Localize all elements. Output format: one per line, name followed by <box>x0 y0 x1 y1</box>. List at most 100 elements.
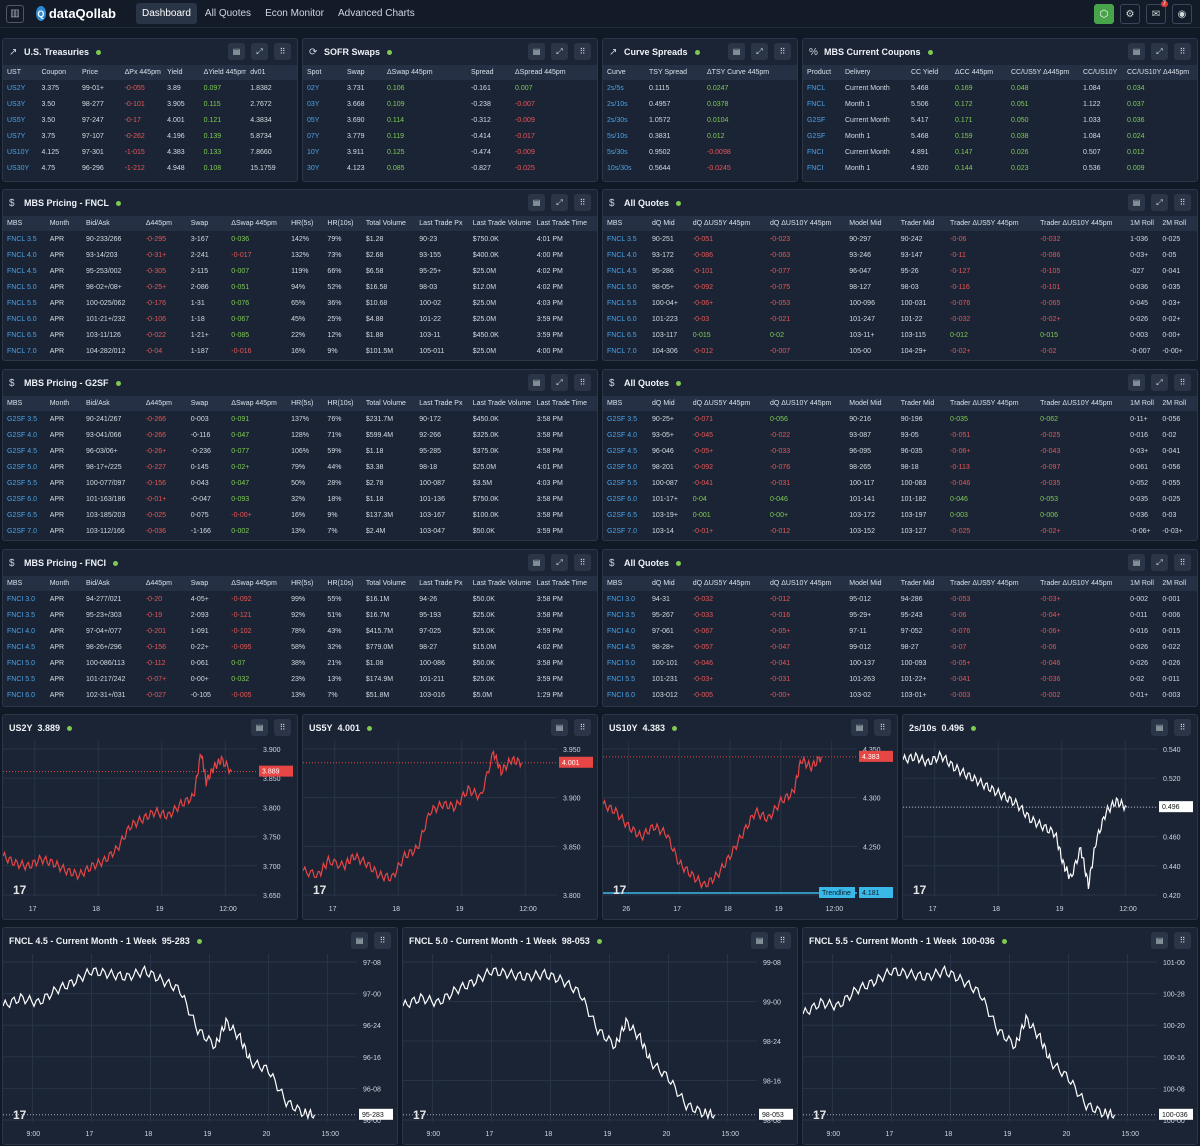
column-header[interactable]: Swap <box>186 216 228 231</box>
expand-icon[interactable]: ⤢ <box>751 43 768 60</box>
table-row[interactable]: FNCI 3.0 94-31 -0-032 -0-012 95-012 94-286 -0-… <box>603 591 1197 607</box>
table-row[interactable]: 30Y 4.123 0.085 -0.827 -0.025 <box>303 160 597 176</box>
table-row[interactable]: G2SF 5.0 APR 98-17+/225 -0-227 0-145 0-02+ 79%… <box>3 459 597 475</box>
column-header[interactable]: MBS <box>603 216 649 231</box>
column-header[interactable]: dQ ΔUS10Y 445pm <box>765 216 846 231</box>
tradingview-logo-icon[interactable]: 17 <box>313 883 327 897</box>
table-icon[interactable]: ▤ <box>1128 554 1145 571</box>
table-icon[interactable]: ▤ <box>551 719 568 736</box>
column-header[interactable]: dQ ΔUS10Y 445pm <box>765 396 846 411</box>
table-row[interactable]: US3Y 3.50 98-277 -0-101 3.905 0.115 2.7672 <box>3 96 297 112</box>
table-row[interactable]: 5s/30s 0.9502 -0.0098 <box>603 144 797 160</box>
column-header[interactable]: Product <box>803 65 841 80</box>
column-header[interactable]: ΔSpread 445pm <box>511 65 597 80</box>
table-row[interactable]: FNCI 5.5 APR 101-217/242 -0-07+ 0-00+ 0-032 23… <box>3 671 597 687</box>
table-icon[interactable]: ▤ <box>1128 374 1145 391</box>
column-header[interactable]: HR(5s) <box>287 396 324 411</box>
table-row[interactable]: FNCL Current Month 5.468 0.169 0.048 1.084 0.0… <box>803 80 1197 96</box>
drag-handle-icon[interactable]: ⠿ <box>874 719 891 736</box>
table-row[interactable]: G2SF 4.5 APR 96-03/06+ -0-26+ -0-236 0-077 106… <box>3 443 597 459</box>
column-header[interactable]: Spot <box>303 65 343 80</box>
table-row[interactable]: FNCL 7.0 APR 104-282/012 -0-04 1-187 -0-016 16… <box>3 343 597 359</box>
table-row[interactable]: 2s/30s 1.0572 0.0104 <box>603 112 797 128</box>
table-row[interactable]: FNCI 3.5 95-267 -0-033 -0-016 95-29+ 95-243 -0… <box>603 607 1197 623</box>
table-icon[interactable]: ▤ <box>1128 194 1145 211</box>
column-header[interactable]: Month <box>45 216 83 231</box>
column-header[interactable]: ΔYield 445pm <box>199 65 247 80</box>
notifications-icon[interactable]: ✉ 7 <box>1146 1 1168 24</box>
table-row[interactable]: G2SF 4.0 APR 93-041/066 -0-266 -0-116 0-047 12… <box>3 427 597 443</box>
column-header[interactable]: ΔSwap 445pm <box>227 216 288 231</box>
table-row[interactable]: FNCL 5.5 100-04+ -0-06+ -0-053 100-096 100-03… <box>603 295 1197 311</box>
drag-handle-icon[interactable]: ⠿ <box>574 194 591 211</box>
table-row[interactable]: FNCI 4.5 98-28+ -0-057 -0-047 99-012 98-27 -0-… <box>603 639 1197 655</box>
expand-icon[interactable]: ⤢ <box>251 43 268 60</box>
price-chart[interactable]: 99-08 99-00 98-24 98-16 98-08 9:00 17 18 19 20 15:… <box>403 954 797 1144</box>
drag-handle-icon[interactable]: ⠿ <box>1174 374 1191 391</box>
table-row[interactable]: G2SF 4.0 93-05+ -0-045 -0-022 93-087 93-05 -0-… <box>603 427 1197 443</box>
table-row[interactable]: FNCL 6.5 APR 103-11/126 -0-022 1-21+ 0-085 22%… <box>3 327 597 343</box>
column-header[interactable]: Swap <box>186 396 228 411</box>
expand-icon[interactable]: ⤢ <box>1151 374 1168 391</box>
table-row[interactable]: FNCL 6.0 101-223 -0-03 -0-021 101-247 101-22 -… <box>603 311 1197 327</box>
table-icon[interactable]: ▤ <box>251 719 268 736</box>
expand-icon[interactable]: ⤢ <box>551 374 568 391</box>
expand-icon[interactable]: ⤢ <box>1151 554 1168 571</box>
table-icon[interactable]: ▤ <box>851 719 868 736</box>
tradingview-logo-icon[interactable]: 17 <box>613 883 627 897</box>
column-header[interactable]: CC/US10Y <box>1079 65 1123 80</box>
table-row[interactable]: FNCL 4.0 APR 93-14/203 -0-31+ 2-241 -0-017 132… <box>3 247 597 263</box>
table-row[interactable]: G2SF 5.5 APR 100-077/097 -0-156 0-043 0-047 50… <box>3 475 597 491</box>
column-header[interactable]: TSY Spread <box>645 65 703 80</box>
table-row[interactable]: G2SF 5.5 100-087 -0-041 -0-031 100-117 100-08… <box>603 475 1197 491</box>
table-icon[interactable]: ▤ <box>728 43 745 60</box>
table-row[interactable]: G2SF 6.5 103-19+ 0-001 0-00+ 103-172 103-197 0… <box>603 507 1197 523</box>
column-header[interactable]: ΔCC 445pm <box>951 65 1007 80</box>
drag-handle-icon[interactable]: ⠿ <box>1174 194 1191 211</box>
drag-handle-icon[interactable]: ⠿ <box>274 719 291 736</box>
account-icon[interactable]: ◉ <box>1172 4 1192 24</box>
price-chart[interactable]: 0.5400.5200.4800.4600.4400.42017181912:0… <box>903 741 1197 919</box>
column-header[interactable]: Total Volume <box>361 576 416 591</box>
column-header[interactable]: CC Yield <box>907 65 951 80</box>
expand-icon[interactable]: ⤢ <box>551 43 568 60</box>
column-header[interactable]: Price <box>78 65 121 80</box>
column-header[interactable]: HR(10s) <box>323 216 362 231</box>
price-chart[interactable]: 4.3504.3004.2504.2002617181912:004.383Tr… <box>603 741 897 919</box>
drag-handle-icon[interactable]: ⠿ <box>1174 932 1191 949</box>
drag-handle-icon[interactable]: ⠿ <box>574 554 591 571</box>
table-row[interactable]: FNCI 3.5 APR 95-23+/303 -0-19 2-093 -0-121 92%… <box>3 607 597 623</box>
table-row[interactable]: G2SF 5.0 98-201 -0-092 -0-076 98-265 98-18 -0-… <box>603 459 1197 475</box>
table-row[interactable]: FNCI Current Month 4.891 0.147 0.026 0.507 0.0… <box>803 144 1197 160</box>
column-header[interactable]: Model Mid <box>845 396 897 411</box>
table-icon[interactable]: ▤ <box>528 194 545 211</box>
table-row[interactable]: G2SF Current Month 5.417 0.171 0.050 1.033 0.0… <box>803 112 1197 128</box>
column-header[interactable]: Last Trade Volume <box>468 576 533 591</box>
column-header[interactable]: Last Trade Time <box>532 576 597 591</box>
table-icon[interactable]: ▤ <box>1128 43 1145 60</box>
drag-handle-icon[interactable]: ⠿ <box>574 43 591 60</box>
column-header[interactable]: CC/US5Y Δ445pm <box>1007 65 1079 80</box>
table-row[interactable]: US10Y 4.125 97-301 -1-015 4.383 0.133 7.8660 <box>3 144 297 160</box>
column-header[interactable]: Last Trade Px <box>415 396 469 411</box>
table-row[interactable]: 5s/10s 0.3831 0.012 <box>603 128 797 144</box>
table-row[interactable]: FNCL 4.5 APR 95-253/002 -0-305 2-115 0-007 119… <box>3 263 597 279</box>
table-row[interactable]: FNCI 5.5 101-231 -0-03+ -0-031 101-263 101-22… <box>603 671 1197 687</box>
table-row[interactable]: FNCL 4.5 95-286 -0-101 -0-077 96-047 95-26 -0-… <box>603 263 1197 279</box>
column-header[interactable]: ΔSwap 445pm <box>227 396 288 411</box>
column-header[interactable]: dQ ΔUS5Y 445pm <box>688 576 766 591</box>
table-row[interactable]: FNCL 3.5 APR 90-233/266 -0-295 3-167 0-036 142… <box>3 231 597 247</box>
tradingview-logo-icon[interactable]: 17 <box>813 1108 827 1122</box>
table-row[interactable]: FNCI 6.0 103-012 -0-005 -0-00+ 103-02 103-01+… <box>603 687 1197 703</box>
column-header[interactable]: MBS <box>3 576 46 591</box>
price-chart[interactable]: 101-00 100-28 100-20 100-16 100-08 100-00 9:00… <box>803 954 1197 1144</box>
table-icon[interactable]: ▤ <box>528 43 545 60</box>
column-header[interactable]: 2M Roll <box>1158 216 1197 231</box>
table-row[interactable]: FNCI Month 1 4.920 0.144 0.023 0.536 0.009 <box>803 160 1197 176</box>
nav-all-quotes[interactable]: All Quotes <box>204 8 252 19</box>
drag-handle-icon[interactable]: ⠿ <box>774 932 791 949</box>
column-header[interactable]: Bid/Ask <box>82 576 142 591</box>
table-icon[interactable]: ▤ <box>1151 932 1168 949</box>
drag-handle-icon[interactable]: ⠿ <box>374 932 391 949</box>
column-header[interactable]: Last Trade Volume <box>468 396 533 411</box>
